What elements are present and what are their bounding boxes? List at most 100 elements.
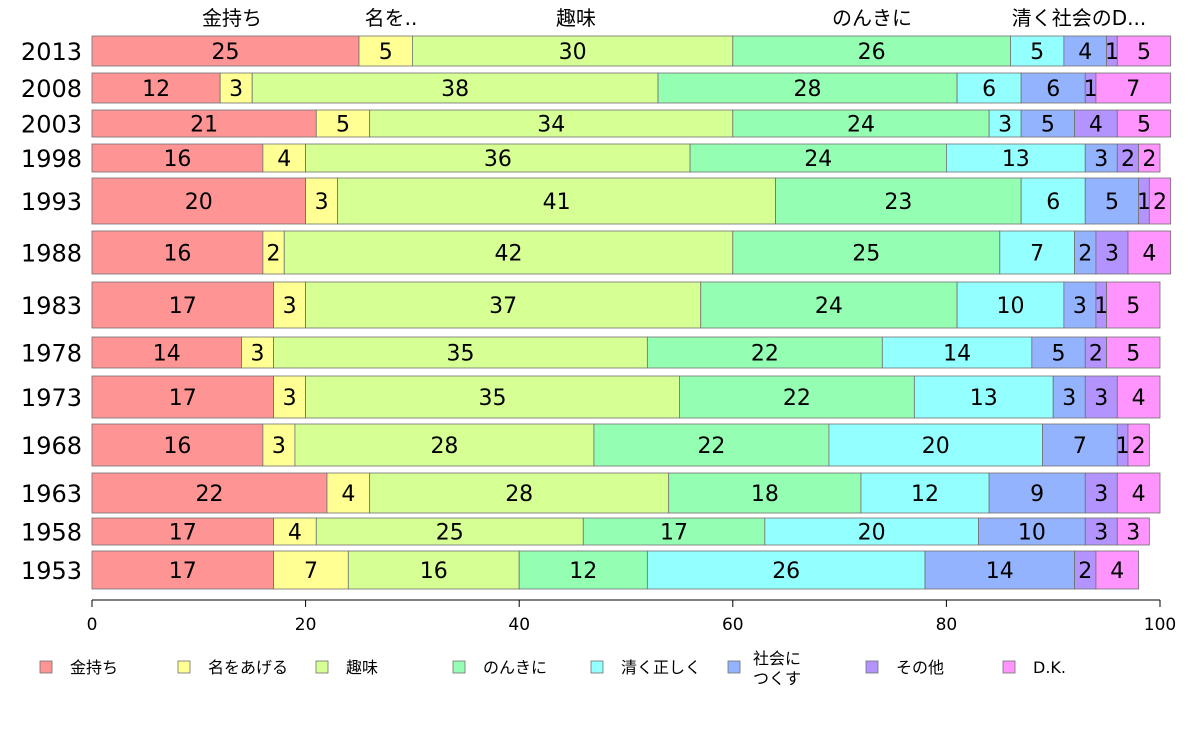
segment-value-label: 7 (1073, 434, 1087, 459)
legend-label: 清く正しく (621, 658, 701, 677)
segment-value-label: 16 (163, 242, 191, 267)
category-label: 1968 (21, 432, 82, 460)
segment-value-label: 36 (484, 147, 512, 172)
bar-segment (1106, 336, 1161, 369)
bar-segment (732, 109, 990, 138)
segment-value-label: 2 (1153, 190, 1167, 215)
segment-value-label: 20 (858, 521, 886, 546)
bar-segment (860, 472, 990, 514)
segment-value-label: 4 (277, 147, 291, 172)
segment-value-label: 4 (1132, 386, 1146, 411)
legend-item: 趣味 (315, 658, 378, 677)
segment-value-label: 21 (190, 113, 218, 138)
segment-value-label: 5 (336, 113, 350, 138)
bar-segment (1042, 423, 1118, 467)
segment-value-label: 28 (794, 77, 822, 102)
bar-row: 16 3 28 22 20 7 1 2 (91, 423, 1150, 467)
bar-segment (91, 109, 317, 138)
category-label: 1978 (21, 340, 82, 368)
segment-value-label: 4 (1078, 40, 1092, 65)
legend-label: 名をあげる (208, 658, 288, 677)
segment-value-label: 3 (283, 386, 297, 411)
bar-segment (913, 375, 1054, 419)
bar-segment (91, 177, 307, 225)
legend-swatch (315, 660, 329, 674)
top-series-label: のんきに (832, 6, 912, 30)
bar-segment (1063, 35, 1108, 67)
bar-segment (1095, 550, 1140, 590)
bar-segment (1148, 177, 1172, 225)
category-label: 1958 (21, 519, 82, 547)
bar-segment (1116, 375, 1161, 419)
bar-segment (283, 230, 734, 275)
bar-row: 25 5 30 26 5 4 1 5 (91, 35, 1172, 67)
bar-segment (1116, 472, 1161, 514)
bar-segment (294, 423, 595, 467)
segment-value-label: 13 (970, 386, 998, 411)
bar-segment (91, 517, 274, 546)
category-label: 1993 (21, 188, 82, 216)
bar-segment (262, 423, 296, 467)
segment-value-label: 17 (660, 521, 688, 546)
segment-value-label: 3 (1105, 242, 1119, 267)
category-label: 2008 (21, 75, 82, 103)
category-label: 2013 (21, 38, 82, 66)
segment-value-label: 37 (489, 294, 517, 319)
bar-segment (411, 35, 734, 67)
bar-segment (1010, 35, 1065, 67)
segment-value-label: 3 (1126, 521, 1140, 546)
segment-value-label: 22 (783, 386, 811, 411)
bar-row: 14 3 35 22 14 5 2 5 (91, 336, 1161, 369)
legend-label: つくす (753, 669, 801, 688)
bar-row: 17 3 35 22 13 3 3 4 (91, 375, 1161, 419)
bar-segment (91, 230, 264, 275)
legend-swatch (452, 660, 466, 674)
segment-value-label: 7 (304, 559, 318, 584)
segment-value-label: 3 (1073, 294, 1087, 319)
bar-segment (91, 375, 274, 419)
segment-value-label: 16 (163, 434, 191, 459)
bar-segment (988, 109, 1022, 138)
bar-segment (358, 35, 413, 67)
segment-value-label: 2 (1078, 242, 1092, 267)
segment-value-label: 6 (982, 77, 996, 102)
segment-value-label: 38 (441, 77, 469, 102)
segment-value-label: 3 (1094, 521, 1108, 546)
bar-segment (999, 230, 1075, 275)
x-tick-label: 80 (936, 615, 958, 635)
bar-segment (305, 375, 680, 419)
bar-segment (1020, 177, 1086, 225)
segment-value-label: 25 (212, 40, 240, 65)
segment-value-label: 14 (943, 342, 971, 367)
bar-segment (1116, 109, 1172, 138)
segment-value-label: 5 (1052, 342, 1066, 367)
bar-segment (369, 472, 670, 514)
bar-segment (337, 177, 776, 225)
bar-row: 21 5 34 24 3 5 4 5 (91, 109, 1172, 138)
segment-value-label: 22 (697, 434, 725, 459)
bar-segment (646, 550, 926, 590)
legend-swatch (177, 660, 191, 674)
x-tick-label: 60 (722, 615, 744, 635)
bar-segment (1116, 35, 1172, 67)
legend-label: 趣味 (346, 658, 378, 677)
segment-value-label: 10 (996, 294, 1024, 319)
segment-value-label: 3 (315, 190, 329, 215)
segment-value-label: 24 (847, 113, 875, 138)
segment-value-label: 3 (283, 294, 297, 319)
segment-value-label: 7 (1030, 242, 1044, 267)
bar-segment (518, 550, 648, 590)
x-tick-label: 100 (1144, 615, 1176, 635)
bar-segment (91, 550, 274, 590)
bar-segment (1084, 375, 1118, 419)
segment-value-label: 4 (1132, 482, 1146, 507)
category-label: 1988 (21, 240, 82, 268)
segment-value-label: 2 (1121, 147, 1135, 172)
segment-value-label: 3 (1094, 482, 1108, 507)
bar-segment (369, 109, 734, 138)
bar-segment (347, 550, 520, 590)
bar-segment (1138, 143, 1161, 173)
segment-value-label: 2 (1132, 434, 1146, 459)
legend-item: D.K. (1002, 658, 1066, 677)
